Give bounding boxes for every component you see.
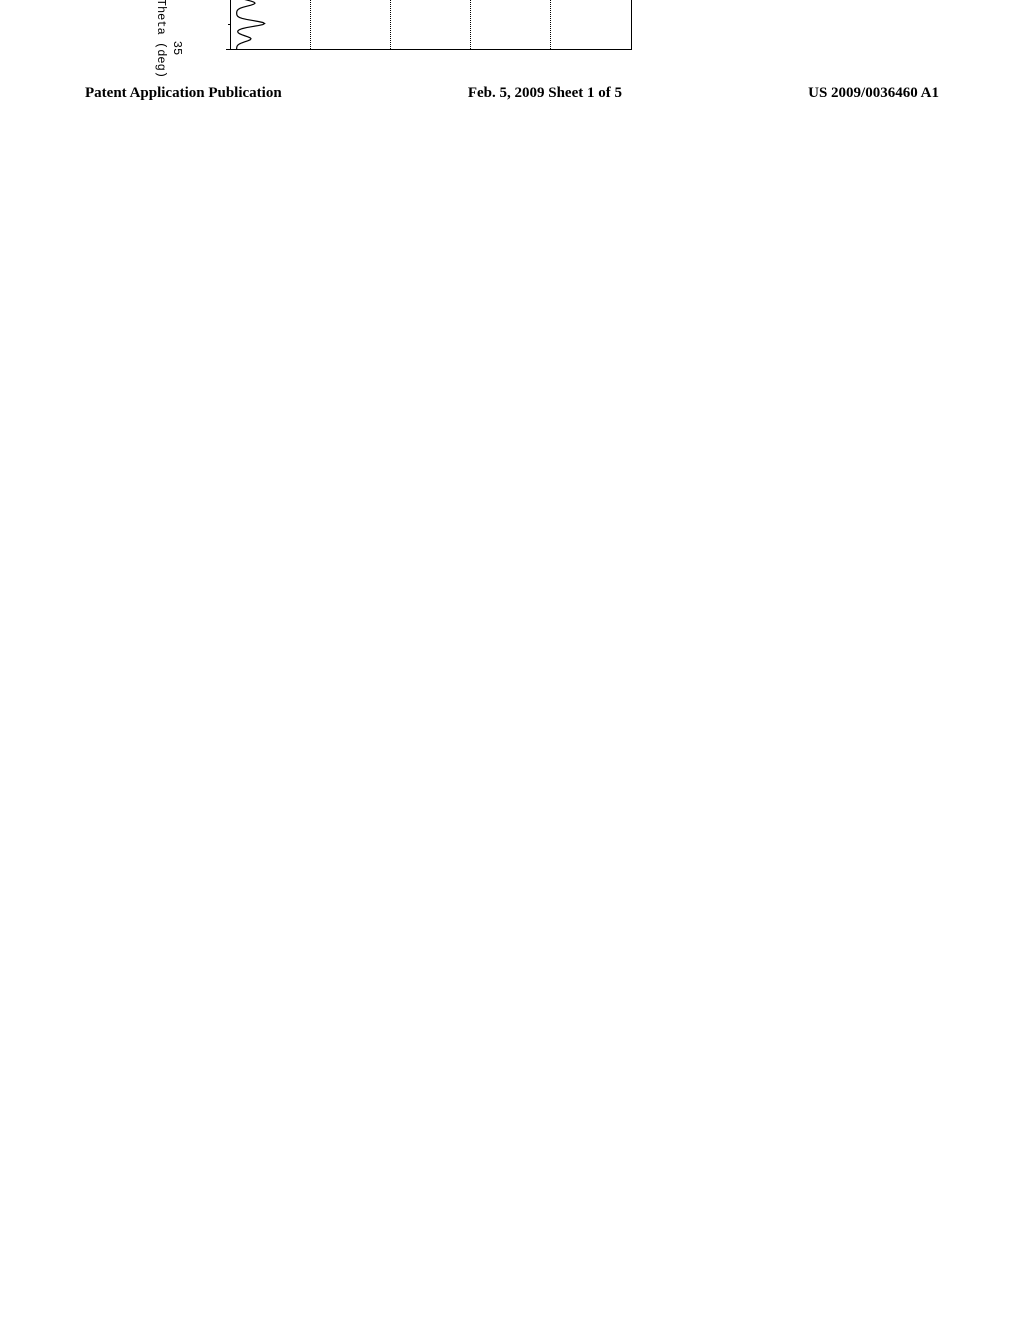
x-axis-label: Theta-2Theta (deg) bbox=[155, 0, 169, 78]
condition-block: Condition X-ray Tube : Cu(1.54060 A) Vol… bbox=[645, 0, 713, 140]
xrd-chart: I (CPS) [Group:gilead, Data:35998A] Lot#… bbox=[189, 0, 639, 70]
figure-title: Figure 1 bbox=[726, 0, 744, 140]
plot-area: [Group:gilead, Data:35998A] Lot# 2842-97… bbox=[231, 0, 633, 50]
figure-panel: Figure 1 Condition X-ray Tube : Cu(1.540… bbox=[104, 0, 744, 140]
header-right: US 2009/0036460 A1 bbox=[808, 85, 939, 102]
xrd-trace bbox=[232, 0, 632, 49]
